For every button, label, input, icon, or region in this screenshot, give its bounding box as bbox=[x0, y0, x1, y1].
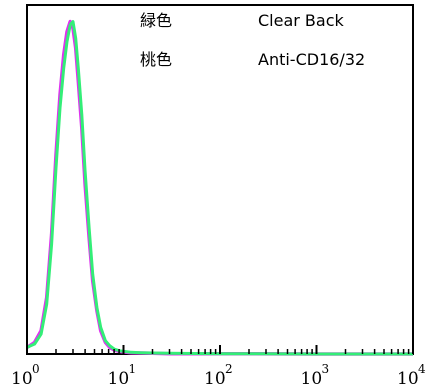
legend-color-name-2: 桃色 bbox=[140, 50, 172, 69]
x-tick-label-base: 10 bbox=[204, 369, 226, 389]
plot-frame bbox=[26, 4, 414, 355]
legend-color-name-1: 緑色 bbox=[140, 11, 172, 30]
x-tick-label-exponent: 2 bbox=[225, 362, 233, 376]
x-axis-ticks bbox=[26, 345, 414, 354]
series-layer bbox=[26, 19, 413, 356]
x-tick-label-exponent: 0 bbox=[32, 362, 40, 376]
legend-label-2: Anti-CD16/32 bbox=[258, 50, 365, 69]
x-tick-label-exponent: 3 bbox=[322, 362, 330, 376]
x-tick-label-exponent: 1 bbox=[129, 362, 137, 376]
legend-label-1: Clear Back bbox=[258, 11, 345, 30]
x-tick-label-base: 10 bbox=[397, 369, 419, 389]
legend: 緑色 Clear Back 桃色 Anti-CD16/32 bbox=[140, 11, 365, 69]
x-tick-label-base: 10 bbox=[108, 369, 130, 389]
x-tick-label-base: 10 bbox=[11, 369, 33, 389]
x-axis-tick-labels: 10 0 10 1 10 2 10 3 10 4 bbox=[11, 362, 426, 389]
x-tick-label-exponent: 4 bbox=[418, 362, 426, 376]
x-tick-label-base: 10 bbox=[301, 369, 323, 389]
series-line-clear-back bbox=[26, 20, 413, 356]
